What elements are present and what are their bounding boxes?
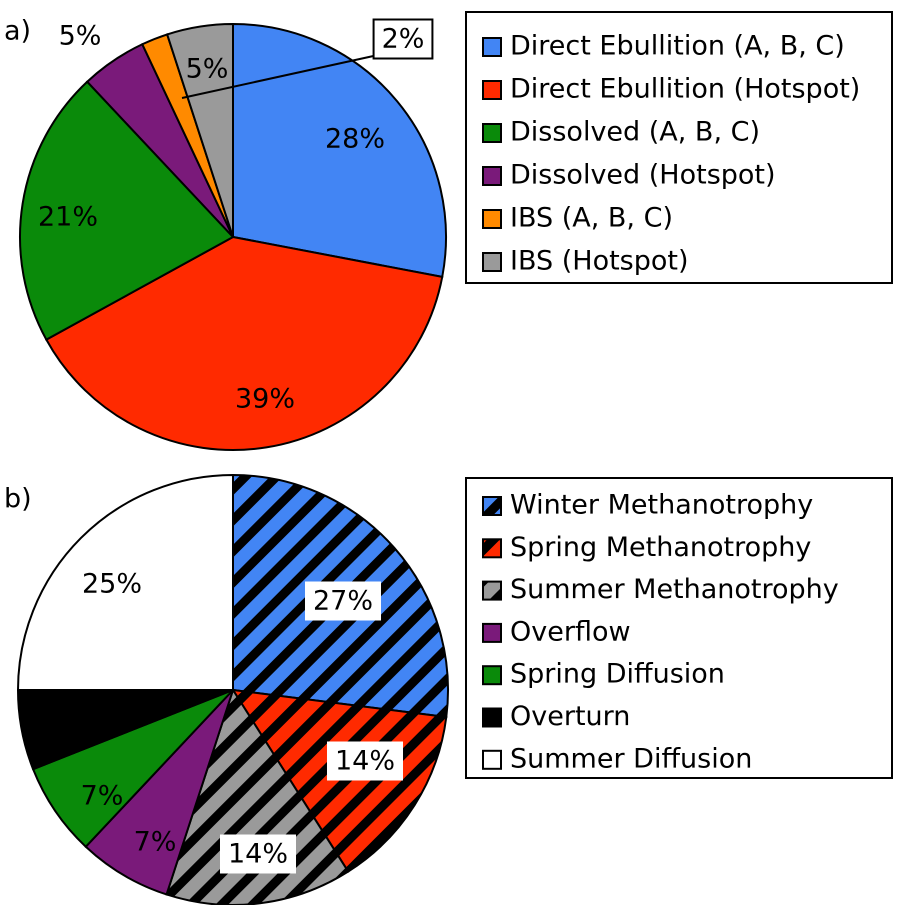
legend-label: IBS (A, B, C) <box>510 203 673 234</box>
legend-swatch <box>482 707 502 728</box>
pie-slice <box>165 687 350 906</box>
legend-box <box>465 11 893 284</box>
pie-slice <box>44 235 444 451</box>
value-label: 28% <box>325 124 385 155</box>
leader-line <box>181 54 379 99</box>
legend-label: Dissolved (A, B, C) <box>510 117 760 148</box>
value-label: 5% <box>59 21 102 52</box>
legend-label: IBS (Hotspot) <box>510 246 689 277</box>
legend-swatch <box>482 622 502 643</box>
legend-swatch <box>482 37 502 57</box>
pie-slice <box>16 473 234 691</box>
legend-label: Spring Diffusion <box>510 659 725 690</box>
value-label: 5% <box>186 54 229 85</box>
value-label: 25% <box>82 569 142 600</box>
pie-slice <box>231 688 448 873</box>
legend-label: Direct Ebullition (A, B, C) <box>510 31 845 62</box>
value-label: 2% <box>382 24 425 55</box>
pie-slice <box>19 80 235 341</box>
label-box <box>372 18 434 60</box>
legend-swatch <box>482 496 502 516</box>
value-label: 27% <box>313 586 373 617</box>
value-label: 39% <box>235 384 295 415</box>
legend-swatch <box>482 749 502 770</box>
legend-swatch <box>482 80 502 100</box>
pie-slice <box>165 22 234 238</box>
legend-label: Dissolved (Hotspot) <box>510 160 776 191</box>
legend-label: Overflow <box>510 616 631 647</box>
legend-box <box>465 477 893 779</box>
value-label: 14% <box>228 839 288 870</box>
value-label: 14% <box>335 746 395 777</box>
legend-swatch <box>482 665 502 686</box>
legend-label: Winter Methanotrophy <box>510 490 813 521</box>
legend-swatch <box>482 123 502 143</box>
legend-label: Summer Methanotrophy <box>510 574 839 605</box>
label-box <box>219 834 297 874</box>
legend-swatch <box>482 209 502 229</box>
value-label: 6% <box>41 711 84 742</box>
label-box <box>326 741 404 781</box>
value-label: 7% <box>81 781 124 812</box>
value-label: 21% <box>38 202 98 233</box>
label-box <box>304 581 382 621</box>
legend-label: Direct Ebullition (Hotspot) <box>510 74 860 105</box>
legend-swatch <box>482 166 502 186</box>
legend-swatch <box>482 580 502 601</box>
panel-label: b) <box>4 484 32 515</box>
legend-label: Spring Methanotrophy <box>510 532 811 563</box>
value-label: 7% <box>134 827 177 858</box>
panel-label: a) <box>4 16 31 47</box>
legend-swatch <box>482 538 502 559</box>
pie-slice <box>232 22 447 279</box>
legend-label: Overturn <box>510 701 630 732</box>
legend-swatch <box>482 252 502 272</box>
legend-label: Summer Diffusion <box>510 743 752 774</box>
